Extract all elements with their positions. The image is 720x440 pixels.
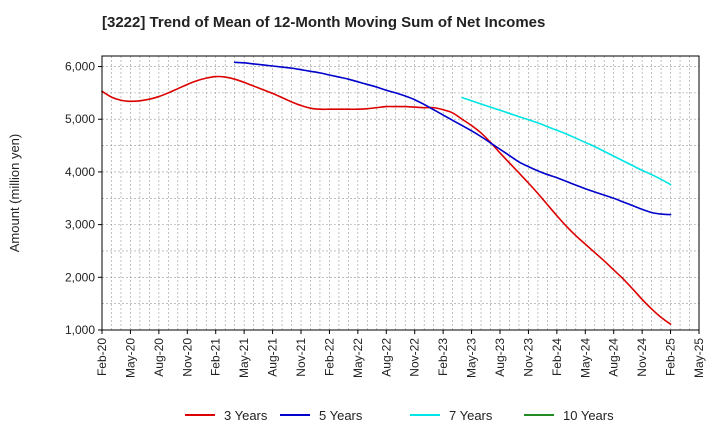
legend-label-3-years: 3 Years — [224, 408, 268, 423]
legend: 3 Years 5 Years 7 Years 10 Years — [185, 408, 614, 423]
x-tick-label: Feb-22 — [322, 338, 336, 376]
x-tick-label: May-25 — [692, 338, 706, 378]
y-tick-label: 6,000 — [65, 60, 95, 74]
legend-label-10-years: 10 Years — [563, 408, 614, 423]
x-tick-label: Feb-25 — [664, 338, 678, 376]
series-line-5-years — [233, 61, 672, 216]
x-tick-label: May-23 — [465, 338, 479, 378]
x-tick-label: Aug-20 — [152, 338, 166, 377]
legend-label-5-years: 5 Years — [319, 408, 363, 423]
y-tick-label: 1,000 — [65, 323, 95, 337]
x-tick-label: Nov-22 — [408, 338, 422, 377]
x-tick-label: Feb-23 — [436, 338, 450, 376]
x-tick-label: Aug-22 — [379, 338, 393, 377]
x-tick-label: Nov-20 — [180, 338, 194, 377]
legend-label-7-years: 7 Years — [449, 408, 493, 423]
x-tick-label: Feb-20 — [95, 338, 109, 376]
chart-title: [3222] Trend of Mean of 12-Month Moving … — [102, 14, 546, 31]
y-tick-label: 3,000 — [65, 218, 95, 232]
tick-layer: 1,000 2,000 3,000 4,000 5,000 6,000 Feb-20 May-… — [65, 60, 706, 378]
y-axis-title: Amount (million yen) — [7, 134, 22, 253]
x-tick-label: Feb-21 — [209, 338, 223, 376]
series-line-7-years — [461, 96, 672, 186]
x-tick-label: May-20 — [123, 338, 137, 378]
x-tick-label: Aug-24 — [607, 338, 621, 377]
plot-frame — [101, 55, 700, 331]
y-tick-label: 4,000 — [65, 165, 95, 179]
y-tick-label: 2,000 — [65, 270, 95, 284]
x-tick-label: Aug-23 — [493, 338, 507, 377]
x-tick-label: May-21 — [237, 338, 251, 378]
x-tick-label: Feb-24 — [550, 338, 564, 376]
x-tick-label: May-24 — [578, 338, 592, 378]
x-tick-label: Nov-23 — [521, 338, 535, 377]
grid-layer — [102, 56, 699, 330]
series-layer — [101, 61, 672, 325]
x-tick-label: Aug-21 — [266, 338, 280, 377]
series-line-3-years — [101, 75, 672, 325]
x-tick-label: May-22 — [351, 338, 365, 378]
y-tick-label: 5,000 — [65, 112, 95, 126]
x-tick-label: Nov-21 — [294, 338, 308, 377]
x-tick-label: Nov-24 — [635, 338, 649, 377]
